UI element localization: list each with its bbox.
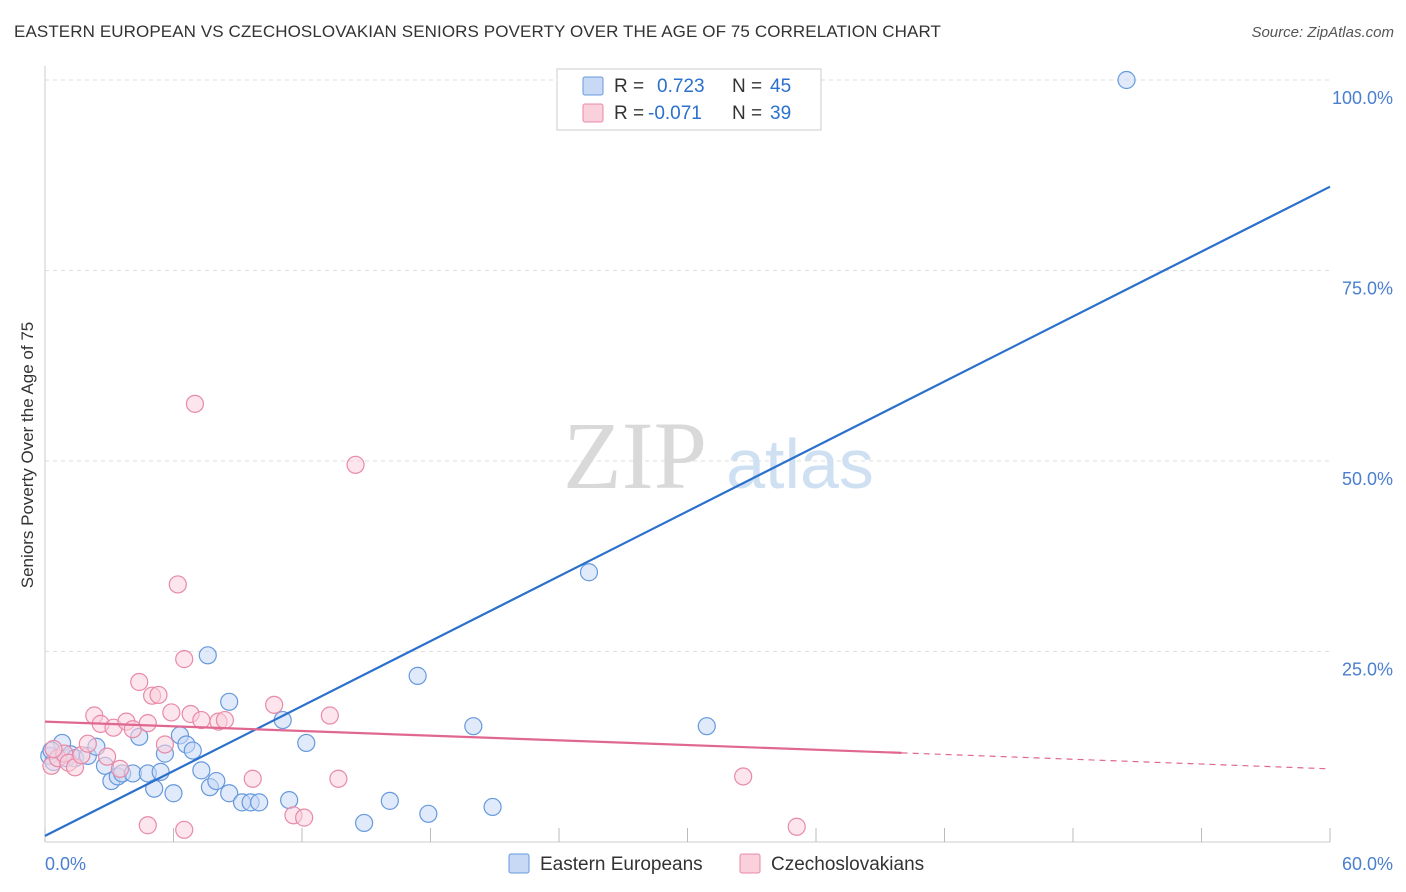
y-tick-label: 25.0% xyxy=(1342,660,1393,680)
scatter-point-blue xyxy=(408,666,427,685)
legend-swatch-blue xyxy=(582,76,604,96)
x-axis-ticks xyxy=(44,828,1331,842)
scatter-point-pink xyxy=(243,769,262,788)
legend-swatch-czechoslovakians xyxy=(739,853,761,874)
watermark-atlas: atlas xyxy=(726,425,874,503)
legend-n-label-1: N = xyxy=(732,76,762,97)
legend-label-eastern-europeans: Eastern Europeans xyxy=(540,854,703,875)
scatter-point-pink xyxy=(185,394,205,413)
legend-swatch-pink xyxy=(582,103,604,123)
scatter-point-pink xyxy=(320,706,339,725)
scatter-point-blue xyxy=(198,646,217,665)
source-label: Source: ZipAtlas.com xyxy=(1251,24,1394,41)
scatter-point-blue xyxy=(297,733,316,753)
scatter-point-pink xyxy=(346,455,365,474)
scatter-point-pink xyxy=(78,734,97,753)
scatter-point-pink xyxy=(138,816,157,835)
x-tick-label: 0.0% xyxy=(45,854,86,874)
watermark-zip: ZIP xyxy=(563,402,707,509)
scatter-point-blue xyxy=(483,797,502,817)
scatter-point-pink xyxy=(98,747,117,766)
legend-r-value-2: -0.071 xyxy=(648,103,702,124)
scatter-point-pink xyxy=(734,767,753,786)
legend-label-czechoslovakians: Czechoslovakians xyxy=(771,854,924,875)
scatter-point-blue xyxy=(250,793,269,812)
scatter-point-blue xyxy=(355,813,374,833)
trend-line-blue xyxy=(44,185,1331,837)
legend-n-value-1: 45 xyxy=(770,76,791,97)
scatter-point-pink xyxy=(175,650,194,669)
scatter-point-pink xyxy=(149,685,168,705)
chart-title: EASTERN EUROPEAN VS CZECHOSLOVAKIAN SENI… xyxy=(14,22,942,41)
scatter-point-pink xyxy=(265,695,284,714)
scatter-point-blue xyxy=(192,761,211,780)
scatter-point-blue xyxy=(220,692,239,711)
scatter-point-pink xyxy=(175,820,194,839)
scatter-point-blue xyxy=(164,784,183,803)
scatter-point-pink xyxy=(787,817,806,836)
scatter-point-pink xyxy=(168,575,187,594)
scatter-point-blue xyxy=(280,790,299,810)
trend-line-pink xyxy=(44,720,902,754)
scatter-point-blue xyxy=(380,791,399,810)
y-tick-label: 100.0% xyxy=(1332,88,1393,108)
scatter-point-blue xyxy=(220,784,239,803)
legend-r-value-1: 0.723 xyxy=(657,76,705,97)
legend-n-value-2: 39 xyxy=(770,103,791,124)
trend-line-extension-pink xyxy=(901,752,1331,770)
scatter-point-blue xyxy=(697,717,716,736)
x-tick-label: 60.0% xyxy=(1342,854,1393,874)
scatter-point-blue xyxy=(1117,70,1136,90)
scatter-point-pink xyxy=(110,759,130,778)
scatter-point-pink xyxy=(329,769,348,788)
y-tick-label: 50.0% xyxy=(1342,469,1393,489)
scatter-point-blue xyxy=(207,771,226,791)
scatter-point-pink xyxy=(138,714,157,733)
scatter-point-blue xyxy=(183,741,202,760)
scatter-point-blue xyxy=(273,710,292,730)
legend-swatch-eastern-europeans xyxy=(508,853,530,874)
scatter-point-pink xyxy=(155,735,175,754)
correlation-legend: R = 0.723 N = 45 R = -0.071 N = 39 xyxy=(556,68,822,131)
scatter-point-pink xyxy=(295,808,314,827)
scatter-point-pink xyxy=(162,703,181,722)
legend-r-label-2: R = xyxy=(614,103,644,124)
scatter-point-pink xyxy=(215,710,234,730)
scatter-point-pink xyxy=(130,672,149,692)
scatter-point-blue xyxy=(419,804,438,823)
scatter-point-pink xyxy=(44,739,63,759)
scatter-point-blue xyxy=(464,717,483,736)
legend-r-label-1: R = xyxy=(614,76,644,97)
y-tick-label: 75.0% xyxy=(1342,279,1393,299)
series-legend: Eastern Europeans Czechoslovakians xyxy=(508,853,924,875)
legend-n-label-2: N = xyxy=(732,103,762,124)
scatter-point-blue xyxy=(579,563,599,582)
